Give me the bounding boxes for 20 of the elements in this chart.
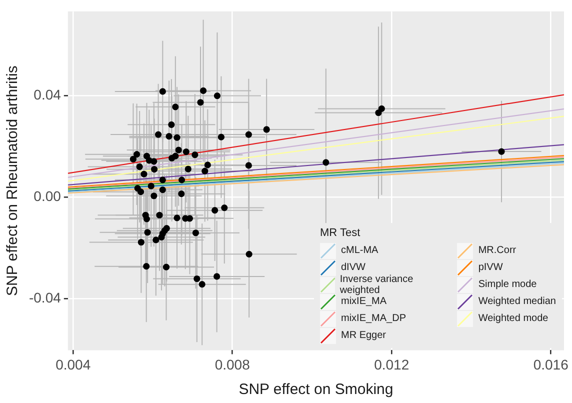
x-tick-label: 0.012 bbox=[374, 356, 410, 372]
legend-label: Weighted mode bbox=[478, 313, 548, 324]
legend-label: Weighted median bbox=[478, 296, 556, 308]
legend-label: dIVW bbox=[341, 262, 366, 274]
x-tick-label: 0.016 bbox=[533, 356, 569, 372]
legend-label: MR Egger bbox=[341, 330, 386, 342]
legend-label: mixIE_MA bbox=[341, 296, 387, 308]
legend-title: MR Test bbox=[320, 227, 362, 240]
x-tick-label: 0.004 bbox=[56, 356, 91, 372]
x-tick-label: 0.008 bbox=[214, 356, 250, 372]
legend-label: pIVW bbox=[478, 262, 503, 274]
legend-label: mixIE_MA_DP bbox=[341, 313, 406, 324]
x-axis-title: SNP effect on Smoking bbox=[238, 381, 394, 398]
legend-label: cML-MA bbox=[341, 245, 378, 256]
legend-label: MR.Corr bbox=[478, 245, 516, 256]
y-axis-title: SNP effect on Rheumatoid arthritis bbox=[4, 66, 22, 296]
y-tick-label: 0.04 bbox=[34, 86, 62, 103]
legend-label: Simple mode bbox=[478, 279, 537, 290]
y-tick-label: 0.00 bbox=[34, 188, 62, 204]
y-tick-label: -0.04 bbox=[28, 289, 62, 306]
